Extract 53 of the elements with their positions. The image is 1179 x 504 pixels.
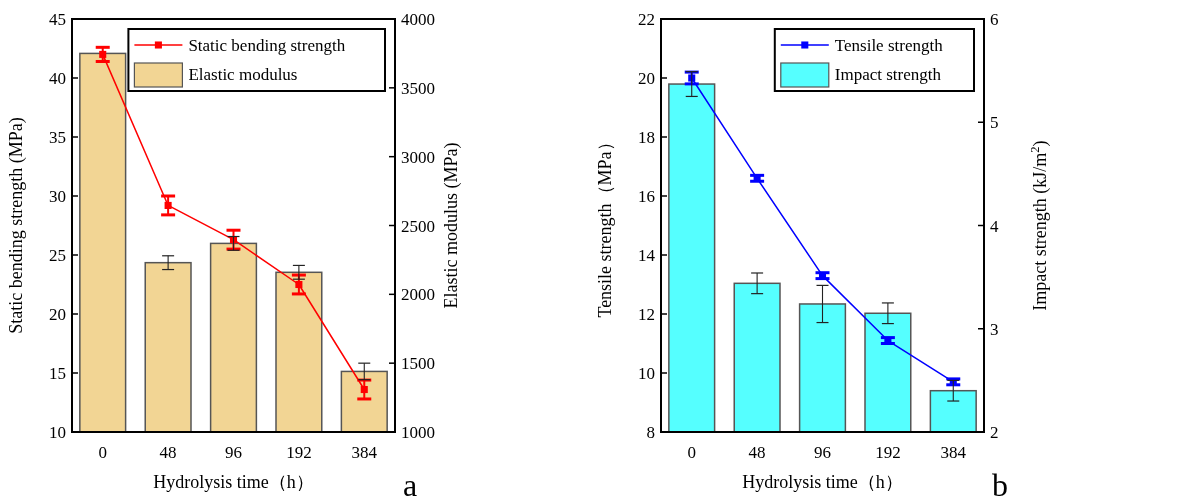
y-tick-label: 25 [49, 246, 66, 265]
y-tick-label: 45 [49, 10, 66, 29]
y-tick-label: 35 [49, 128, 66, 147]
x-axis-title: Hydrolysis time（h） [742, 472, 903, 492]
x-tick-label: 192 [875, 443, 901, 462]
point [295, 280, 303, 289]
y-tick-label: 18 [638, 128, 655, 147]
x-tick-label: 96 [814, 443, 831, 462]
y2-tick-label: 5 [990, 113, 999, 133]
y-tick-label: 15 [49, 364, 66, 383]
y2-tick-label: 1000 [401, 423, 435, 442]
y2-tick-label: 2000 [401, 285, 435, 305]
x-tick-label: 192 [286, 443, 312, 462]
y-tick-label: 8 [646, 423, 655, 442]
y-tick-label: 40 [49, 69, 66, 88]
y2-tick-label: 4 [990, 216, 999, 236]
x-tick-label: 0 [687, 443, 696, 462]
legend-label: Elastic modulus [188, 65, 298, 84]
point [164, 201, 172, 209]
x-tick-label: 48 [748, 443, 766, 462]
legend-label: Impact strength [834, 65, 942, 84]
y2-tick-label: 3000 [401, 147, 435, 167]
y2-tick-label: 3500 [401, 78, 435, 98]
x-tick-label: 384 [351, 443, 378, 462]
text: b [992, 467, 1008, 503]
point [99, 50, 107, 58]
y2-tick-label: 6 [990, 10, 999, 29]
y-tick-label: 12 [638, 305, 655, 324]
y-tick-label: 22 [638, 10, 655, 29]
y-tick-label: 20 [638, 69, 655, 88]
x-tick-label: 96 [225, 443, 242, 462]
x-tick-label: 0 [98, 443, 107, 462]
y2-tick-label: 2 [990, 423, 999, 442]
y-axis-title: Tensile strength（MPa） [595, 133, 615, 318]
x-tick-label: 384 [940, 443, 967, 462]
y2-axis-title: Elastic modulus (MPa) [441, 142, 462, 309]
y-tick-label: 10 [638, 364, 655, 383]
x-tick-label: 48 [159, 443, 177, 462]
point [360, 385, 368, 394]
y-tick-label: 14 [638, 246, 656, 265]
y2-tick-label: 1500 [401, 354, 435, 374]
legend-label: Static bending strength [188, 36, 346, 55]
text: a [403, 467, 418, 503]
y-tick-label: 16 [638, 187, 655, 206]
y2-tick-label: 4000 [401, 10, 435, 29]
y2-tick-label: 2500 [401, 216, 435, 236]
y2-tick-label: 3 [990, 319, 999, 339]
y-tick-label: 30 [49, 187, 66, 206]
y-tick-label: 20 [49, 305, 66, 324]
legend-label: Tensile strength [834, 36, 944, 55]
x-axis-title: Hydrolysis time（h） [153, 472, 314, 492]
y-axis-title: Static bending strength (MPa) [6, 117, 27, 334]
y-tick-label: 10 [49, 423, 66, 442]
